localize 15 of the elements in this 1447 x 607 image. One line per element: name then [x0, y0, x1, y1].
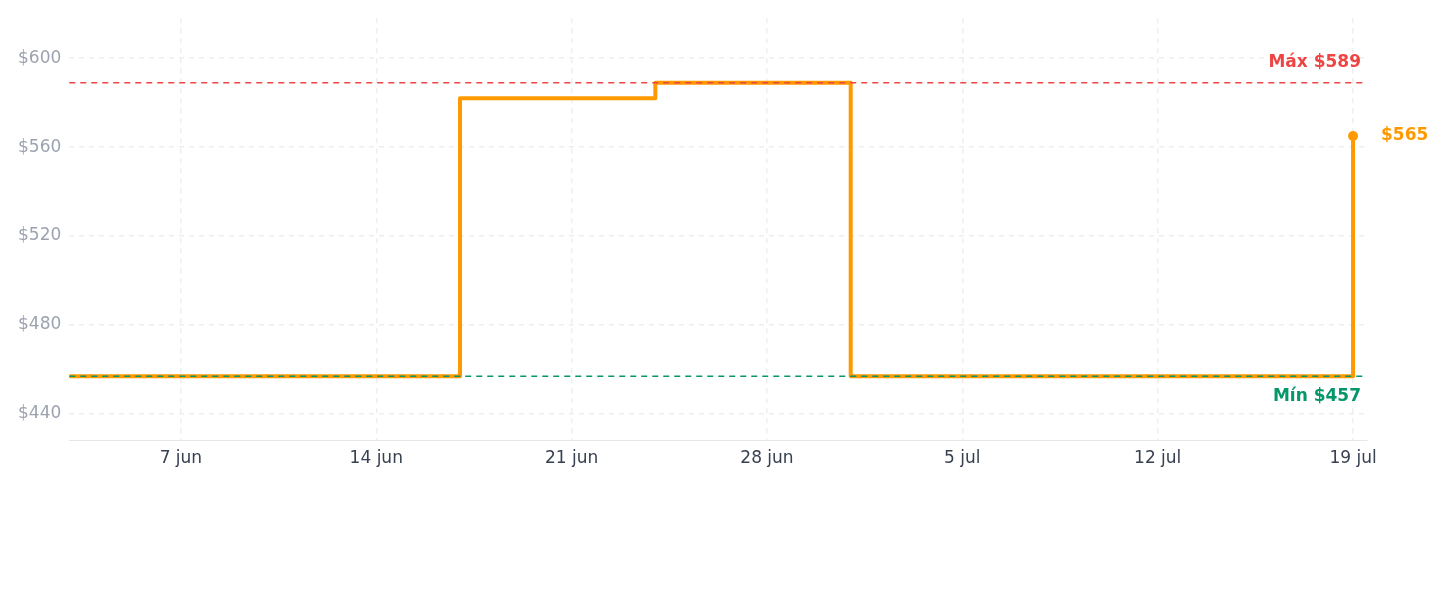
y-tick-label: $560	[18, 135, 62, 156]
y-tick-label: $600	[18, 46, 62, 67]
x-tick-label: 21 jun	[544, 447, 599, 468]
x-tick-label: 19 jul	[1329, 447, 1377, 468]
x-tick-label: 5 jul	[944, 447, 981, 468]
y-tick-label: $440	[18, 402, 62, 423]
x-tick-label: 7 jun	[159, 447, 203, 468]
ref-line-label: Máx $589	[1268, 50, 1361, 71]
y-tick-label: $480	[18, 313, 62, 334]
x-tick-label: 28 jun	[740, 447, 794, 468]
x-tick-label: 14 jun	[349, 447, 403, 468]
annotation: $565	[1381, 124, 1429, 145]
x-tick-label: 12 jul	[1134, 447, 1182, 468]
y-tick-label: $520	[18, 224, 62, 245]
ref-line-label: Mín $457	[1272, 385, 1361, 406]
